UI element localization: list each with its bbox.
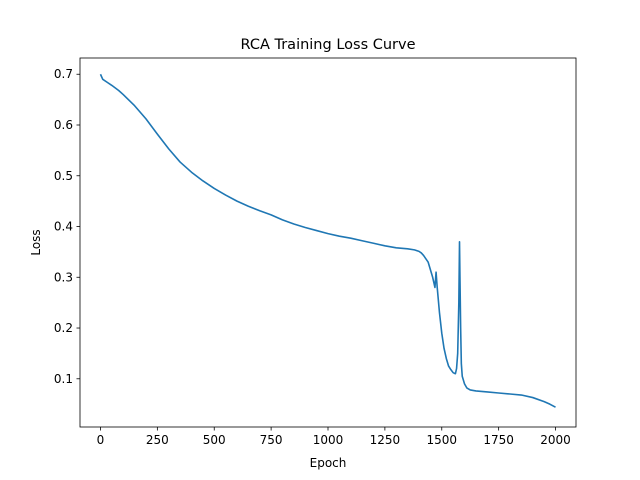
x-axis-title: Epoch	[310, 456, 347, 470]
y-tick-label: 0.3	[54, 270, 73, 284]
x-tick-label: 1250	[370, 433, 401, 447]
y-axis-title: Loss	[29, 229, 43, 255]
y-tick-label: 0.5	[54, 169, 73, 183]
y-tick-label: 0.2	[54, 321, 73, 335]
series-line-loss	[99, 73, 556, 408]
x-tick-label: 1000	[313, 433, 344, 447]
y-tick-label: 0.6	[54, 118, 73, 132]
plot-area	[99, 73, 556, 408]
x-tick-label: 0	[97, 433, 105, 447]
x-tick-label: 2000	[540, 433, 571, 447]
chart-title: RCA Training Loss Curve	[240, 37, 415, 53]
y-tick-label: 0.4	[54, 220, 73, 234]
y-tick-label: 0.7	[54, 67, 73, 81]
x-tick-label: 1500	[426, 433, 457, 447]
x-tick-label: 500	[203, 433, 226, 447]
x-tick-label: 1750	[483, 433, 514, 447]
y-axis-ticks: 0.1 0.2 0.3 0.4 0.5 0.6 0.7	[54, 67, 80, 386]
x-tick-label: 250	[146, 433, 169, 447]
x-axis-ticks: 0 250 500 750 1000 1250 1500 1750 2000	[97, 427, 571, 447]
y-tick-label: 0.1	[54, 372, 73, 386]
x-tick-label: 750	[260, 433, 283, 447]
